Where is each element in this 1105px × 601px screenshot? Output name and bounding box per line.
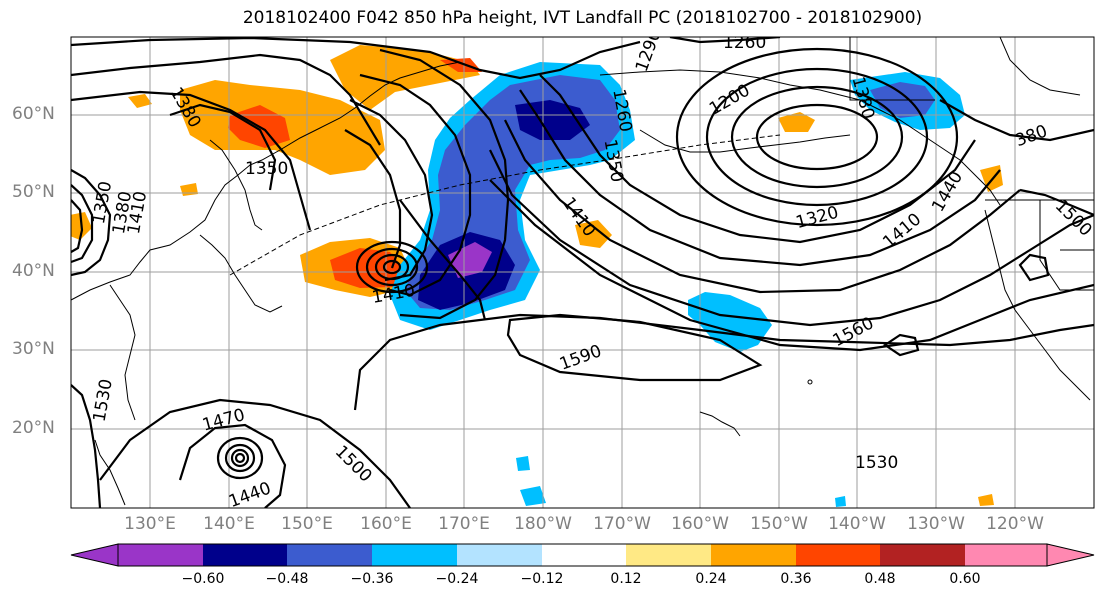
lon-label: 160°W <box>671 514 729 534</box>
lat-label: 30°N <box>12 339 55 359</box>
colorbar-tick-label: −0.12 <box>520 571 564 587</box>
graticule <box>71 37 1094 508</box>
ivt-negative-region <box>835 496 846 507</box>
colorbar-tick-label: −0.48 <box>265 571 309 587</box>
colorbar-right-arrow <box>1046 543 1095 567</box>
colorbar-tick-label: −0.24 <box>435 571 479 587</box>
lon-label: 140°W <box>828 514 886 534</box>
colorbar-segment <box>203 544 287 566</box>
colorbar-segment <box>372 544 457 566</box>
lat-label: 50°N <box>12 182 55 202</box>
lon-label: 130°E <box>124 514 176 534</box>
plot-frame <box>70 36 1095 509</box>
lon-label: 170°W <box>593 514 651 534</box>
lon-label: 180°W <box>514 514 572 534</box>
lon-label: 150°E <box>281 514 333 534</box>
contour-label: 1350 <box>245 159 288 179</box>
ivt-positive-region <box>978 494 994 506</box>
lon-label: 150°W <box>750 514 808 534</box>
colorbar-tick-label: 0.24 <box>695 571 727 587</box>
colorbar-tick-label: −0.60 <box>181 571 225 587</box>
colorbar-left-arrow <box>70 543 119 567</box>
lon-label: 160°E <box>360 514 412 534</box>
height-contours <box>71 37 1094 508</box>
colorbar-segment <box>118 544 203 566</box>
lon-label: 170°E <box>438 514 490 534</box>
colorbar-tick-label: 0.36 <box>780 571 812 587</box>
colorbar-segment <box>626 544 711 566</box>
ivt-positive-region <box>440 58 482 72</box>
colorbar-segment <box>965 544 1047 566</box>
contour-label: 1530 <box>855 453 898 473</box>
colorbar <box>70 543 1095 567</box>
colorbar-segment <box>880 544 965 566</box>
dateline <box>229 134 781 276</box>
ivt-positive-region <box>778 112 815 132</box>
map-title: 2018102400 F042 850 hPa height, IVT Land… <box>242 8 923 28</box>
colorbar-segment <box>711 544 796 566</box>
colorbar-segment <box>542 544 626 566</box>
lat-label: 20°N <box>12 418 55 438</box>
lat-label: 40°N <box>12 261 55 281</box>
ivt-negative-region <box>520 486 546 506</box>
colorbar-tick-label: 0.48 <box>864 571 896 587</box>
colorbar-segment <box>457 544 542 566</box>
colorbar-tick-label: −0.36 <box>350 571 394 587</box>
ivt-negative-region <box>516 456 530 471</box>
colorbar-tick-label: 0.60 <box>949 571 981 587</box>
lon-label: 140°E <box>203 514 255 534</box>
lat-label: 60°N <box>12 104 55 124</box>
coastlines <box>71 37 1094 506</box>
ivt-positive-region <box>575 220 612 248</box>
lon-label: 120°W <box>986 514 1044 534</box>
map-plot-area: 1260 1290 1260 1350 1200 1380 380 1380 1… <box>71 33 1094 508</box>
colorbar-tick-label: 0.12 <box>610 571 642 587</box>
colorbar-segment <box>287 544 372 566</box>
ivt-positive-region <box>128 94 152 108</box>
lon-label: 130°W <box>907 514 965 534</box>
colorbar-segment <box>796 544 880 566</box>
contour-label: 1260 <box>723 33 766 53</box>
